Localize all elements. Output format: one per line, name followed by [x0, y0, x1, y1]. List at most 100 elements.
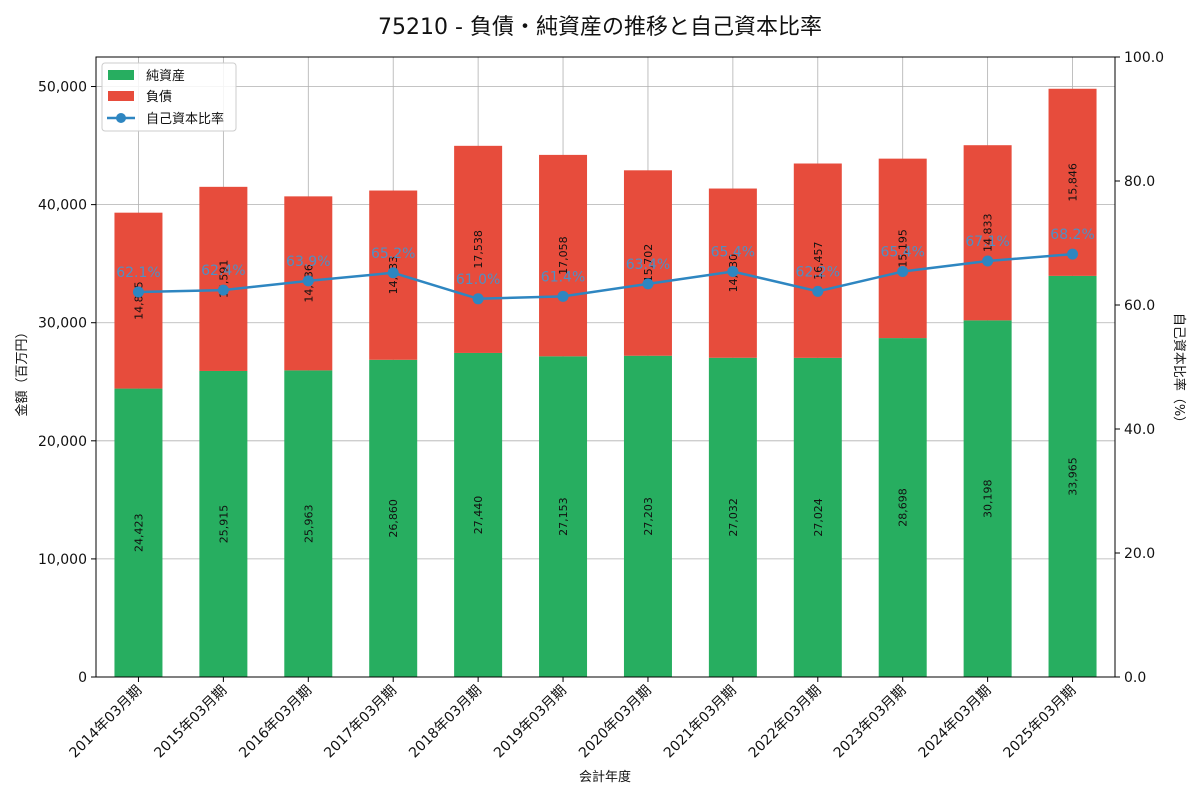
y2-tick-label: 20.0: [1124, 546, 1155, 562]
bar-net-assets: [793, 357, 842, 677]
bar-net-assets: [114, 388, 163, 677]
y-tick-label: 40,000: [38, 198, 87, 214]
bar-net-assets: [284, 370, 333, 677]
y2-axis-label: 自己資本比率（%）: [1171, 313, 1187, 429]
ratio-point: [1067, 248, 1079, 260]
y-tick-label: 50,000: [38, 80, 87, 96]
ratio-point: [302, 275, 314, 287]
x-tick-label: 2020年03月期: [576, 683, 655, 762]
bar-net-assets: [708, 357, 757, 677]
y-tick-label: 20,000: [38, 434, 87, 450]
ratio-label: 61.4%: [541, 269, 585, 285]
bar-label-liabilities: 14,833: [982, 214, 995, 253]
ratio-point: [982, 255, 994, 267]
bar-liabilities: [539, 154, 588, 357]
legend-swatch-net-assets: [108, 70, 134, 80]
bar-label-liabilities: 17,538: [472, 230, 485, 269]
bar-liabilities: [963, 145, 1012, 321]
ratio-label: 68.2%: [1050, 227, 1094, 243]
bar-label-liabilities: 17,058: [557, 236, 570, 274]
gridlines: [96, 57, 1115, 678]
bar-label-liabilities: 16,457: [812, 241, 825, 280]
bar-liabilities: [199, 186, 248, 371]
x-tick-label: 2015年03月期: [151, 683, 230, 762]
ratio-label: 62.2%: [796, 264, 840, 280]
ratio-point: [897, 266, 909, 278]
ratio-point: [217, 284, 229, 296]
ratio-label: 61.0%: [456, 272, 500, 288]
ratio-point: [472, 293, 484, 305]
bar-liabilities: [1048, 88, 1097, 276]
ratio-label: 65.4%: [711, 245, 755, 261]
plot-frame: [95, 56, 1116, 678]
ratio-label: 63.9%: [286, 254, 330, 270]
bar-net-assets: [963, 320, 1012, 677]
chart-title: 75210 - 負債・純資産の推移と自己資本比率: [378, 15, 822, 40]
legend-label-liabilities: 負債: [146, 90, 172, 105]
ratio-label: 63.4%: [626, 257, 670, 273]
bar-net-assets: [539, 356, 588, 677]
x-tick-label: 2022年03月期: [746, 683, 825, 762]
bar-net-assets: [454, 352, 503, 677]
x-tick-label: 2019年03月期: [491, 683, 570, 762]
y-axis-label: 金額（百万円）: [14, 325, 30, 416]
bar-label-net-assets: 27,203: [642, 497, 655, 536]
y2-tick-label: 40.0: [1124, 422, 1155, 438]
ratio-point: [387, 267, 399, 279]
bar-net-assets: [199, 370, 248, 677]
y-tick-label: 10,000: [38, 552, 87, 568]
ratio-point: [727, 266, 739, 278]
legend-box: [101, 62, 237, 132]
bar-net-assets: [369, 359, 418, 677]
legend-label-net-assets: 純資産: [146, 68, 185, 84]
bar-label-net-assets: 28,698: [897, 488, 910, 527]
y2-tick-label: 100.0: [1124, 50, 1164, 66]
ratio-polyline: [138, 252, 1073, 301]
bar-label-net-assets: 27,153: [557, 497, 570, 536]
x-tick-label: 2017年03月期: [321, 683, 400, 762]
x-tick-label: 2024年03月期: [916, 683, 995, 762]
y-tick-label: 0: [78, 670, 87, 686]
y2-tick-label: 80.0: [1124, 174, 1155, 190]
ratio-label: 65.4%: [880, 245, 924, 261]
bar-label-net-assets: 27,032: [727, 498, 740, 537]
bar-label-net-assets: 33,965: [1067, 457, 1080, 496]
y2-tick-label: 60.0: [1124, 298, 1155, 314]
x-tick-label: 2018年03月期: [406, 683, 485, 762]
ratio-point: [812, 285, 824, 297]
bar-label-net-assets: 24,423: [132, 514, 145, 553]
bar-label-net-assets: 25,915: [217, 505, 230, 544]
bar-label-net-assets: 30,198: [982, 479, 995, 518]
ratio-point: [642, 278, 654, 290]
bar-label-net-assets: 27,024: [812, 498, 825, 537]
ratio-label: 62.4%: [201, 263, 245, 279]
x-tick-label: 2025年03月期: [1001, 683, 1080, 762]
bar-liabilities: [114, 212, 163, 389]
y2-tick-label: 0.0: [1124, 670, 1146, 686]
bar-label-net-assets: 26,860: [387, 499, 400, 538]
ratio-label: 62.1%: [116, 265, 160, 281]
bar-label-liabilities: 15,846: [1067, 163, 1080, 202]
axes: [91, 56, 1120, 682]
bar-net-assets: [1048, 275, 1097, 677]
bar-label-liabilities: 15,702: [642, 244, 655, 283]
legend-label-ratio: 自己資本比率: [146, 111, 224, 127]
ratio-label: 65.2%: [371, 246, 415, 262]
ratio-point: [557, 290, 569, 302]
x-tick-label: 2021年03月期: [661, 683, 740, 762]
x-tick-label: 2014年03月期: [66, 683, 145, 762]
x-tick-label: 2016年03月期: [236, 683, 315, 762]
legend-swatch-ratio-marker: [116, 113, 126, 123]
bars: [114, 88, 1097, 677]
bar-label-net-assets: 27,440: [472, 496, 485, 535]
x-tick-label: 2023年03月期: [831, 683, 910, 762]
bar-liabilities: [454, 145, 503, 353]
y-tick-label: 30,000: [38, 316, 87, 332]
bar-label-liabilities: 15,195: [897, 229, 910, 268]
bar-liabilities: [793, 163, 842, 358]
bar-liabilities: [623, 170, 672, 356]
ratio-point: [132, 286, 144, 298]
bar-labels: 24,42314,89525,91515,59125,96314,73626,8…: [132, 163, 1079, 552]
